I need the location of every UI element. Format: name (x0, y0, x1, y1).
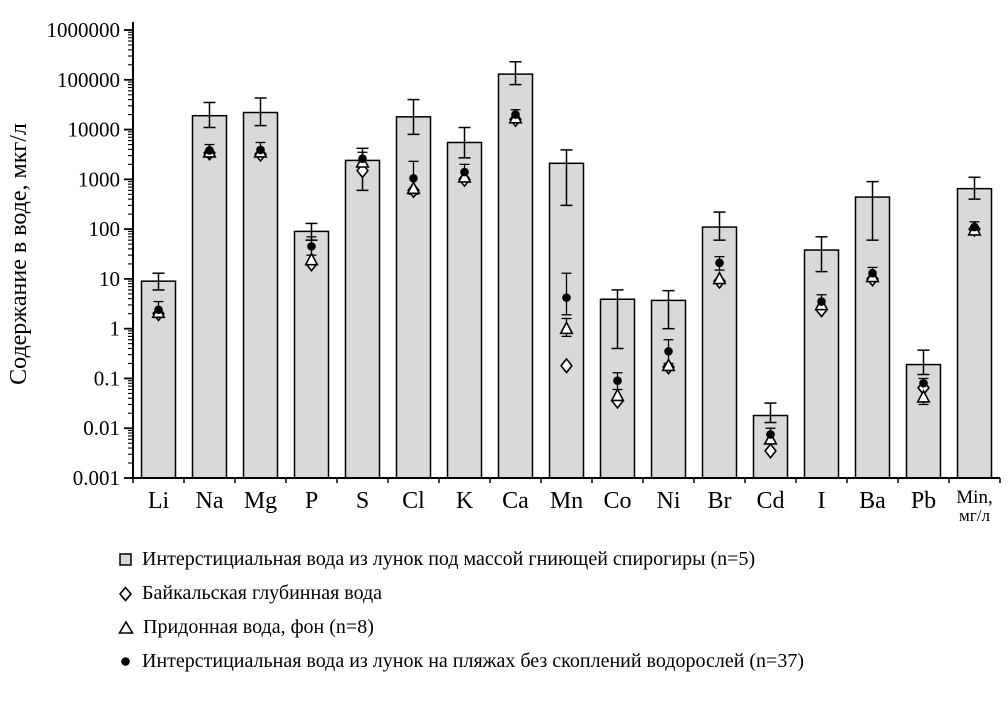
x-category-label: Mn (550, 488, 583, 514)
y-tick-label: 1 (110, 317, 121, 341)
x-category-label: Mg (244, 488, 277, 514)
marker-triangle (406, 180, 421, 195)
x-category-label: Ni (657, 488, 681, 514)
legend-circle-icon (121, 657, 130, 666)
legend-label: Байкальская глубинная вода (142, 582, 383, 604)
marker-circle (154, 305, 163, 315)
marker-diamond (764, 442, 777, 460)
legend-item-circle: Интерстициальная вода из лунок на пляжах… (118, 650, 1008, 673)
marker-circle (919, 378, 928, 388)
x-category-label: S (356, 488, 369, 514)
x-category-label: Cl (402, 488, 425, 514)
x-category-label: Pb (911, 488, 936, 514)
x-category-label: I (818, 488, 826, 514)
bar-I (803, 249, 840, 479)
x-category-label: Ca (502, 488, 529, 514)
x-category-label: K (456, 488, 474, 514)
legend-bar-swatch-icon (119, 553, 132, 566)
legend-item-triangle: Придонная вода, фон (n=8) (118, 616, 1008, 639)
marker-triangle (559, 320, 574, 335)
x-category-label: Ba (859, 488, 886, 514)
legend-diamond-icon (118, 585, 133, 602)
y-tick-label: 10 (99, 267, 120, 291)
bar-Na (191, 114, 228, 479)
y-tick-label: 0.01 (83, 416, 120, 440)
x-category-label: Min, мг/л (956, 487, 992, 525)
marker-circle (613, 376, 622, 386)
chart-svg: 1000000 100000 10000 1000 100 10 1 0.1 0.01 0.001… (6, 18, 1001, 525)
bar-Ni (650, 299, 687, 479)
markers (151, 110, 982, 460)
y-tick-label: 10000 (68, 118, 121, 142)
bar-P (293, 230, 330, 479)
marker-circle (205, 146, 214, 155)
legend-item-diamond: Байкальская глубинная вода (118, 582, 1008, 605)
legend-label: Интерстициальная вода из лунок под массо… (142, 548, 756, 570)
marker-circle (358, 154, 367, 163)
bar-Mg (242, 111, 279, 479)
marker-triangle (712, 270, 727, 285)
marker-circle (307, 242, 316, 251)
axes: 1000000 100000 10000 1000 100 10 1 0.1 0.01 0.001 (47, 18, 1001, 490)
marker-circle (511, 110, 520, 119)
y-tick-label: 1000000 (47, 18, 121, 42)
marker-circle (868, 268, 877, 278)
x-category-label: Cd (756, 488, 784, 514)
y-tick-label: 0.001 (73, 466, 120, 490)
marker-triangle (304, 251, 319, 266)
y-axis-title: Содержание в воде, мкг/л (6, 123, 32, 385)
x-category-label: Li (148, 488, 170, 514)
bar-S (344, 159, 381, 479)
marker-circle (664, 347, 673, 356)
bar-Min, (956, 187, 993, 479)
y-tick-label: 0.1 (94, 366, 120, 390)
y-tick-label: 100000 (57, 68, 120, 92)
bar-K (446, 141, 483, 479)
x-axis-labels: Li Na Mg P S Cl K Ca Mn Co Ni Br Cd I Ba Pb Min, мг/л (148, 487, 993, 525)
bar-Ca (497, 73, 534, 479)
marker-circle (970, 222, 979, 232)
marker-triangle (916, 389, 931, 403)
legend-triangle-icon (118, 620, 134, 634)
marker-diamond (560, 357, 573, 374)
marker-triangle (457, 169, 472, 183)
marker-circle (715, 258, 724, 268)
legend-label: Придонная вода, фон (n=8) (143, 616, 374, 638)
marker-circle (766, 430, 775, 439)
marker-circle (460, 167, 469, 177)
y-tick-label: 100 (89, 217, 121, 241)
legend-item-bars: Интерстициальная вода из лунок под массо… (118, 548, 1008, 571)
x-category-label: Br (708, 488, 732, 514)
x-category-label: Na (196, 488, 224, 514)
x-category-label: Co (603, 488, 631, 514)
x-category-label: P (305, 488, 318, 514)
marker-circle (409, 173, 418, 183)
legend-label: Интерстициальная вода из лунок на пляжах… (142, 650, 804, 672)
marker-circle (562, 293, 571, 302)
chart-legend: Интерстициальная вода из лунок под массо… (118, 548, 1008, 673)
y-tick-label: 1000 (78, 167, 120, 191)
marker-triangle (661, 357, 676, 372)
marker-circle (256, 145, 265, 155)
marker-circle (817, 297, 826, 306)
marker-triangle (610, 387, 625, 402)
